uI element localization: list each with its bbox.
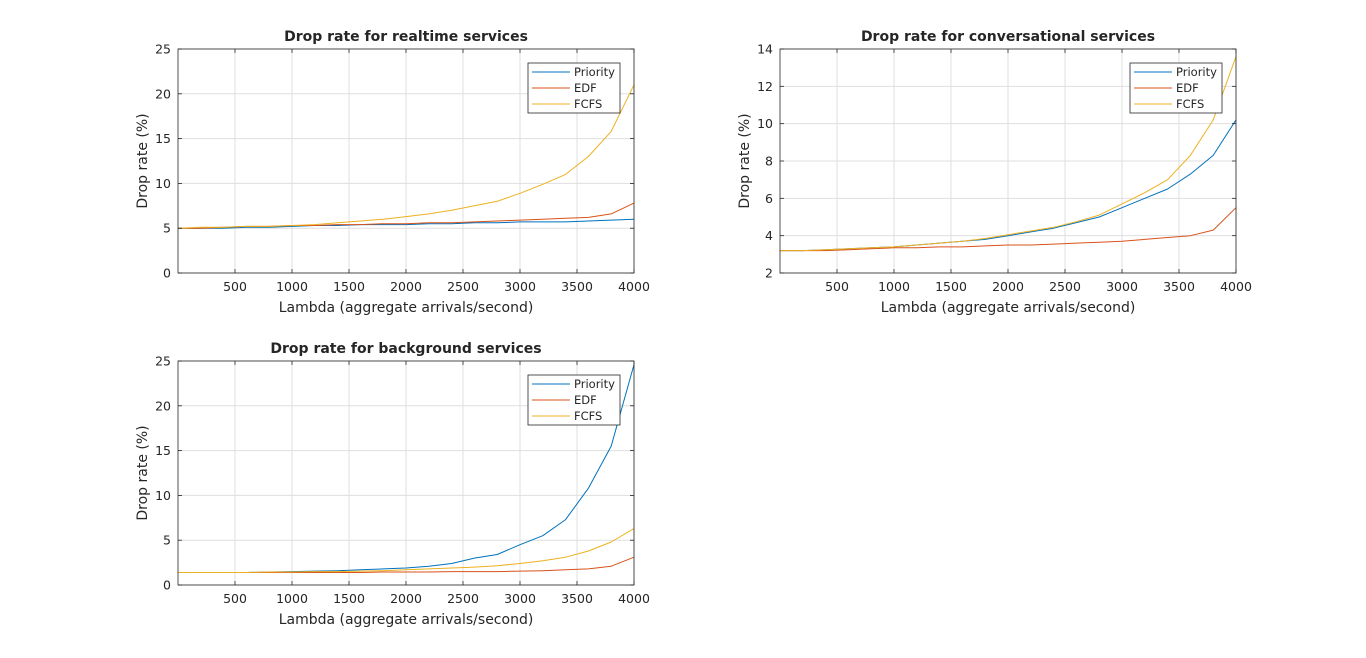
x-tick-label: 3000 [1106, 279, 1138, 294]
legend-label-fcfs: FCFS [574, 97, 602, 111]
y-tick-label: 25 [155, 354, 171, 369]
x-tick-label: 4000 [618, 591, 650, 606]
legend: Priority EDF FCFS [527, 62, 621, 114]
legend-box [527, 374, 621, 426]
y-tick-label: 5 [163, 533, 171, 548]
y-tick-label: 25 [155, 42, 171, 57]
x-tick-label: 2500 [1049, 279, 1081, 294]
legend-label-priority: Priority [1176, 65, 1217, 79]
x-tick-label: 1000 [276, 279, 308, 294]
x-axis-label: Lambda (aggregate arrivals/second) [279, 612, 534, 628]
x-tick-label: 4000 [618, 279, 650, 294]
y-tick-label: 20 [155, 398, 171, 413]
legend-label-fcfs: FCFS [1176, 97, 1204, 111]
y-tick-label: 12 [757, 79, 773, 94]
x-tick-label: 2500 [447, 591, 479, 606]
x-tick-label: 2000 [992, 279, 1024, 294]
legend-label-edf: EDF [1176, 81, 1199, 95]
chart-title: Drop rate for realtime services [284, 29, 528, 45]
x-tick-label: 1500 [935, 279, 967, 294]
y-tick-label: 10 [155, 488, 171, 503]
x-axis-label: Lambda (aggregate arrivals/second) [279, 300, 534, 316]
y-tick-label: 14 [757, 42, 773, 57]
y-tick-label: 10 [155, 176, 171, 191]
x-tick-label: 2000 [390, 591, 422, 606]
series-line-fcfs [177, 84, 635, 229]
legend-label-edf: EDF [574, 81, 597, 95]
legend-label-priority: Priority [574, 65, 615, 79]
series-line-fcfs [178, 528, 635, 573]
y-axis-label: Drop rate (%) [737, 113, 753, 208]
legend: Priority EDF FCFS [527, 374, 621, 426]
legend-label-edf: EDF [574, 393, 597, 407]
x-tick-label: 3500 [561, 591, 593, 606]
y-tick-label: 20 [155, 86, 171, 101]
y-tick-label: 6 [765, 191, 773, 206]
x-tick-label: 2000 [390, 279, 422, 294]
legend-label-priority: Priority [574, 377, 615, 391]
x-tick-label: 3000 [504, 591, 536, 606]
x-tick-label: 4000 [1220, 279, 1252, 294]
x-tick-label: 1000 [276, 591, 308, 606]
chart-0: 500 1000 1500 2000 2500 3000 3500 4000 0 5 10 15 20 2… [135, 29, 650, 316]
y-tick-label: 15 [155, 443, 171, 458]
y-tick-label: 0 [163, 266, 171, 281]
y-tick-label: 2 [765, 266, 773, 281]
x-tick-label: 1000 [878, 279, 910, 294]
series-line-edf [780, 207, 1237, 252]
y-axis-label: Drop rate (%) [135, 113, 151, 208]
x-tick-label: 500 [223, 279, 247, 294]
legend: Priority EDF FCFS [1129, 62, 1223, 114]
x-tick-label: 2500 [447, 279, 479, 294]
y-tick-label: 10 [757, 116, 773, 131]
x-axis-label: Lambda (aggregate arrivals/second) [881, 300, 1136, 316]
y-tick-label: 4 [765, 228, 773, 243]
y-tick-label: 15 [155, 131, 171, 146]
x-tick-label: 500 [223, 591, 247, 606]
x-tick-label: 3500 [1163, 279, 1195, 294]
x-tick-label: 3500 [561, 279, 593, 294]
x-tick-label: 1500 [333, 591, 365, 606]
chart-2: 500 1000 1500 2000 2500 3000 3500 4000 0 5 10 15 20 2… [135, 341, 650, 628]
chart-1: 500 1000 1500 2000 2500 3000 3500 4000 2 4 6 8 10 12 1… [737, 29, 1252, 316]
y-axis-label: Drop rate (%) [135, 425, 151, 520]
x-tick-label: 3000 [504, 279, 536, 294]
series-line-priority [178, 218, 635, 229]
y-tick-label: 0 [163, 578, 171, 593]
series-line-fcfs [780, 56, 1237, 252]
legend-label-fcfs: FCFS [574, 409, 602, 423]
x-tick-label: 500 [825, 279, 849, 294]
x-tick-label: 1500 [333, 279, 365, 294]
chart-title: Drop rate for background services [270, 341, 541, 357]
y-tick-label: 5 [163, 221, 171, 236]
chart-title: Drop rate for conversational services [861, 29, 1155, 45]
y-tick-label: 8 [765, 154, 773, 169]
